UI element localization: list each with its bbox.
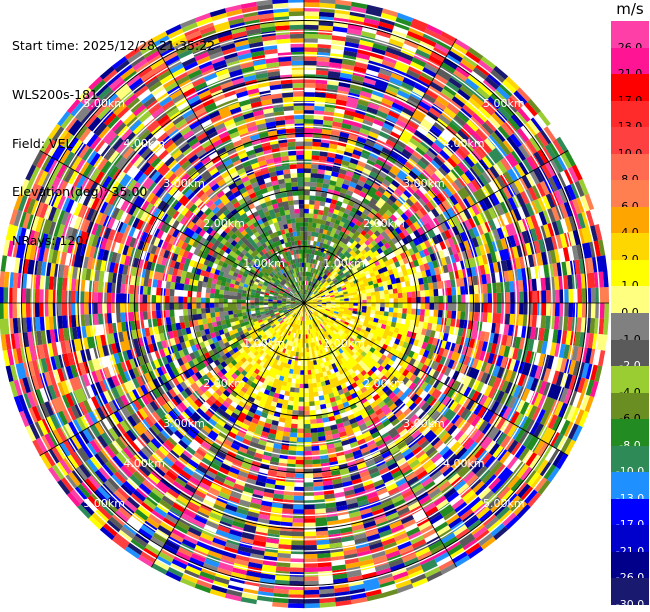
range-ring-label: 4.00km: [123, 457, 165, 470]
azimuth-spoke: [39, 302, 305, 456]
colorbar-cell: 6.0: [611, 180, 649, 213]
range-ring-label: 2.00km: [203, 377, 245, 390]
azimuth-spoke: [151, 302, 305, 568]
colorbar-cell: 21.0: [611, 47, 649, 80]
azimuth-spoke: [303, 302, 457, 568]
colorbar-cell: -6.0: [611, 392, 649, 425]
nrays-text: NRays: 120: [12, 232, 84, 248]
colorbar-cell: 8.0: [611, 153, 649, 186]
colorbar-cell: -21.0: [611, 525, 649, 558]
range-ring-label: 1.00km: [323, 257, 365, 270]
start-time-text: Start time: 2025/12/28 21:35:22: [12, 38, 216, 54]
range-ring-label: 4.00km: [123, 137, 165, 150]
colorbar-cell: -10.0: [611, 445, 649, 478]
azimuth-spoke: [151, 38, 305, 304]
colorbar-cell: -17.0: [611, 498, 649, 531]
velocity-cell-group: [13, 4, 590, 602]
station-text: WLS200s-181: [12, 87, 98, 103]
velocity-cell-group: [0, 0, 609, 598]
colorbar-cell: -8.0: [611, 419, 649, 452]
colorbar: 26.021.017.013.010.08.06.04.02.01.00.0-1…: [611, 21, 649, 611]
info-block: Start time: 2025/12/28 21:35:22 WLS200s-…: [12, 6, 215, 265]
range-ring-label: 1.00km: [243, 257, 285, 270]
range-ring-label: 3.00km: [163, 417, 205, 430]
range-ring-label: 3.00km: [403, 417, 445, 430]
range-ring-label: 3.00km: [403, 177, 445, 190]
azimuth-spoke: [303, 302, 569, 456]
velocity-cell-group: [7, 21, 601, 598]
range-ring-label: 2.00km: [363, 377, 405, 390]
azimuth-spoke: [303, 38, 457, 304]
colorbar-cell: -1.0: [611, 313, 649, 346]
range-ring-label: 4.00km: [443, 457, 485, 470]
range-ring-label: 2.00km: [203, 217, 245, 230]
colorbar-cell: -26.0: [611, 551, 649, 584]
colorbar-cell: 1.0: [611, 259, 649, 292]
colorbar-cell: -30.0: [611, 578, 649, 611]
range-ring-label: 5.00km: [83, 97, 125, 110]
colorbar-unit-label: m/s: [616, 0, 644, 18]
range-ring-label: 4.00km: [443, 137, 485, 150]
colorbar-cell: 10.0: [611, 127, 649, 160]
azimuth-spoke: [303, 150, 569, 304]
range-ring-label: 3.00km: [163, 177, 205, 190]
range-ring-label: 5.00km: [483, 497, 525, 510]
colorbar-cell: 4.0: [611, 206, 649, 239]
colorbar-cell: 13.0: [611, 100, 649, 133]
colorbar-cell: -2.0: [611, 339, 649, 372]
range-ring-label: 2.00km: [363, 217, 405, 230]
colorbar-cell: -13.0: [611, 472, 649, 505]
colorbar-cell: 0.0: [611, 286, 649, 319]
range-ring-label: 1.00km: [323, 337, 365, 350]
range-ring-labels: 1.00km 1.00km 1.00km 1.00km 2.00km 2.00km 2.00…: [83, 97, 524, 510]
colorbar-cell: -4.0: [611, 366, 649, 399]
elevation-text: Elevation(deg): 35.00: [12, 184, 148, 200]
colorbar-tick-label: -30.0: [615, 598, 645, 612]
field-text: Field: VEL: [12, 135, 73, 151]
range-ring-label: 5.00km: [83, 497, 125, 510]
azimuth-spokes: [0, 0, 610, 609]
velocity-cell-group: [0, 2, 595, 596]
azimuth-spoke: [39, 150, 305, 304]
colorbar-cell: 26.0: [611, 21, 649, 54]
range-ring-label: 1.00km: [243, 337, 285, 350]
colorbar-cell: 2.0: [611, 233, 649, 266]
range-ring-label: 5.00km: [483, 97, 525, 110]
colorbar-cell: 17.0: [611, 74, 649, 107]
